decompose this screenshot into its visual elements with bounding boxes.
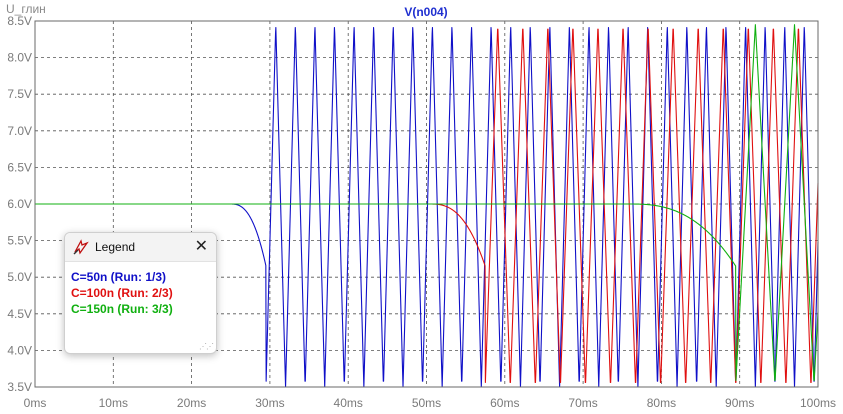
series-group (34, 24, 819, 388)
x-tick-label: 10ms (99, 396, 128, 410)
y-tick-label: 4.5V (7, 307, 32, 321)
y-tick-label: 5.5V (7, 234, 32, 248)
probe-icon (73, 239, 89, 255)
x-tick-label: 70ms (568, 396, 597, 410)
left-label[interactable]: U_глин (6, 2, 46, 16)
y-tick-label: 8.0V (7, 51, 32, 65)
x-axis-ticks: 0ms 10ms 20ms 30ms 40ms 50ms 60ms 70ms 80ms 90ms 1… (24, 396, 836, 410)
plot-frame (34, 20, 819, 388)
x-tick-label: 80ms (647, 396, 676, 410)
plot-title[interactable]: V(n004) (404, 5, 447, 19)
y-tick-label: 7.0V (7, 124, 32, 138)
y-tick-label: 6.0V (7, 197, 32, 211)
resize-grip-icon[interactable]: ⋰⋰ (199, 342, 214, 351)
x-tick-label: 60ms (490, 396, 519, 410)
legend-title: Legend (95, 240, 136, 254)
x-tick-label: 90ms (725, 396, 754, 410)
y-tick-label: 4.0V (7, 343, 32, 357)
y-axis-ticks: 3.5V 4.0V 4.5V 5.0V 5.5V 6.0V 6.5V 7.0V 7.5V 8.0V… (7, 14, 32, 394)
y-tick-label: 6.5V (7, 160, 32, 174)
x-tick-label: 100ms (800, 396, 836, 410)
y-tick-label: 3.5V (7, 380, 32, 394)
legend-window[interactable]: Legend ✕ C=50n (Run: 1/3) C=100n (Run: 2… (64, 232, 217, 354)
x-tick-label: 20ms (177, 396, 206, 410)
x-tick-label: 30ms (255, 396, 284, 410)
x-tick-label: 40ms (334, 396, 363, 410)
close-icon[interactable]: ✕ (194, 238, 208, 255)
legend-header[interactable]: Legend ✕ (65, 233, 216, 262)
y-tick-label: 7.5V (7, 87, 32, 101)
legend-entry-c100n: C=100n (Run: 2/3) (71, 286, 173, 300)
y-tick-label: 8.5V (7, 14, 32, 28)
y-tick-label: 5.0V (7, 270, 32, 284)
series-line-c-150n[interactable] (34, 24, 819, 382)
legend-entry-c150n: C=150n (Run: 3/3) (71, 302, 173, 316)
x-tick-label: 0ms (24, 396, 47, 410)
x-tick-label: 50ms (412, 396, 441, 410)
legend-entry-c50n: C=50n (Run: 1/3) (71, 270, 167, 284)
